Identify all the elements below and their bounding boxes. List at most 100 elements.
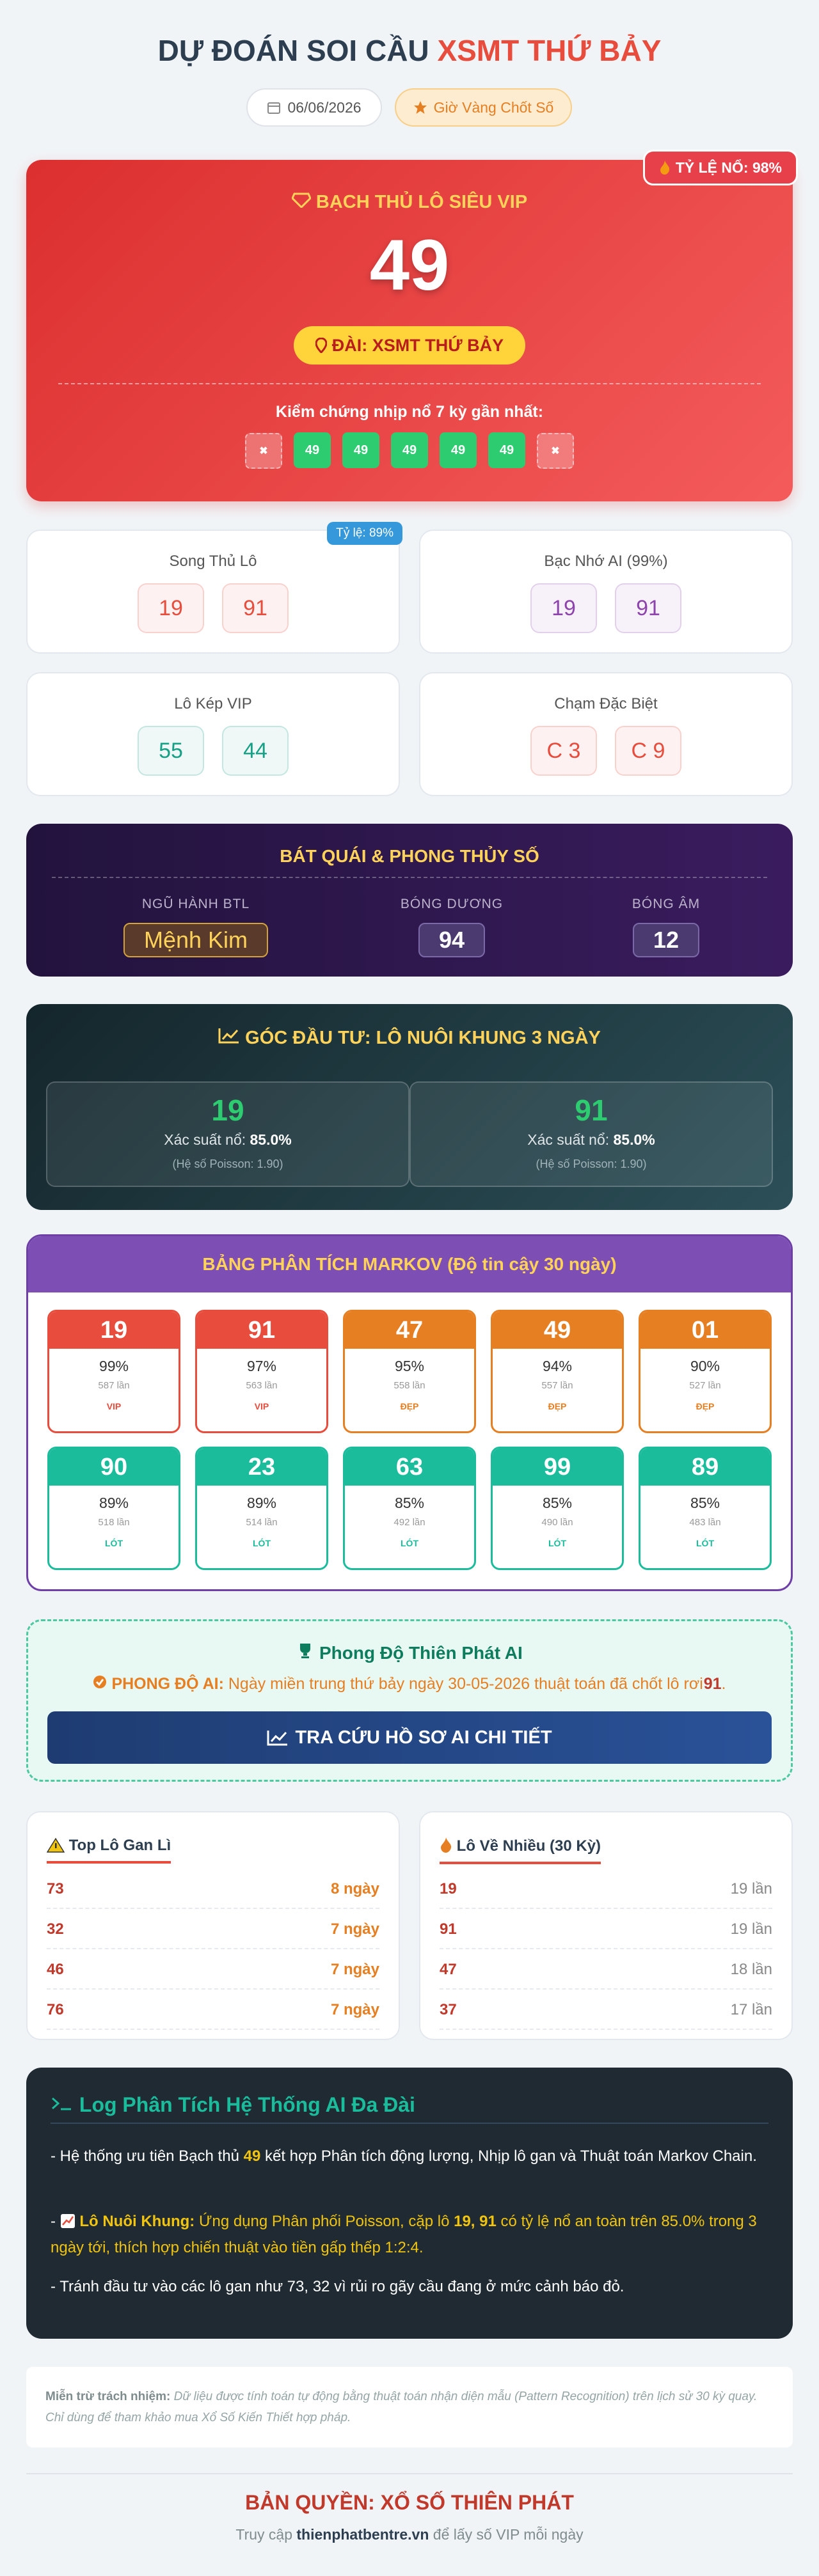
log-label: Lô Nuôi Khung:: [79, 2213, 195, 2230]
fengshui-label: NGŨ HÀNH BTL: [141, 897, 250, 911]
tile-rate: 85%: [690, 1495, 720, 1511]
calendar-icon: [267, 102, 281, 114]
button-text[interactable]: TRA CỨU HỒ SƠ AI CHI TIẾT: [295, 1727, 552, 1748]
list-value: 8 ngày: [330, 1880, 379, 1897]
log-card: Log Phân Tích Hệ Thống AI Đa Đài - Hệ th…: [26, 2068, 793, 2339]
list-title-text: Lô Về Nhiều (30 Kỳ): [456, 1837, 601, 1855]
tile-number: 23: [197, 1449, 326, 1486]
list-row: 47 18 lần: [440, 1951, 772, 1990]
probability-label: Xác suất nổ:: [164, 1131, 246, 1148]
list-number: 32: [47, 1920, 64, 1938]
footer-post: để lấy số VIP mỗi ngày: [433, 2526, 584, 2543]
list-title: Lô Về Nhiều (30 Kỳ): [440, 1837, 601, 1864]
prediction-number: 91: [615, 583, 681, 633]
tile-rate: 94%: [542, 1358, 573, 1374]
station: ĐÀI: XSMT THỨ BẢY: [331, 335, 504, 355]
prediction-title: Lô Kép VIP: [174, 695, 252, 712]
performance-end: .: [721, 1675, 726, 1693]
investment-number: 91: [575, 1094, 608, 1127]
footer-site[interactable]: thienphatbentre.vn: [296, 2526, 429, 2543]
tile-number: 19: [49, 1312, 179, 1349]
probability-label: Xác suất nổ:: [527, 1131, 610, 1148]
history-box: 49: [391, 432, 428, 468]
log-number: 49: [243, 2148, 261, 2165]
check-icon: [93, 1676, 107, 1688]
tile-rate: 89%: [246, 1495, 277, 1511]
tile-number: 90: [49, 1449, 179, 1486]
investment-box: 19 Xác suất nổ: 85.0% (Hệ số Poisson: 1.90…: [46, 1081, 410, 1187]
prediction-badge: Tỷ lệ: 89%: [327, 522, 402, 545]
prediction-number: 55: [138, 726, 204, 776]
prediction-title: Song Thủ Lô: [169, 553, 257, 570]
list-value: 7 ngày: [330, 1920, 379, 1938]
markov-tile: 47 95% 558 lần ĐẸP: [343, 1310, 476, 1433]
probability: Xác suất nổ: 85.0%: [411, 1131, 772, 1149]
vip-label-row: BẠCH THỦ LÔ SIÊU VIP: [26, 192, 793, 213]
prediction-number: 19: [530, 583, 597, 633]
tile-tag: LÓT: [548, 1538, 566, 1548]
log-number: 19, 91: [454, 2213, 497, 2230]
history-row: ✖ 49 49 49 49 49 ✖: [26, 432, 793, 469]
badge: Giờ Vàng Chốt Số: [433, 98, 554, 116]
fengshui-card: BÁT QUÁI & PHONG THỦY SỐ NGŨ HÀNH BTL Mện…: [26, 824, 793, 977]
warning-icon: [46, 1837, 65, 1853]
diamond-icon: [291, 192, 312, 209]
tile-number: 49: [493, 1312, 622, 1349]
list-number: 37: [440, 2001, 457, 2018]
list-number: 46: [47, 1961, 64, 1978]
tile-rate: 97%: [246, 1358, 277, 1374]
number-row: 55 44: [28, 726, 399, 776]
chart-icon: [218, 1028, 239, 1044]
tile-count: 587 lần: [98, 1380, 130, 1391]
log-title: Log Phân Tích Hệ Thống AI Đa Đài: [79, 2093, 415, 2116]
tile-number: 89: [640, 1449, 770, 1486]
fengshui-value: Mệnh Kim: [123, 923, 269, 957]
fire-icon: [660, 161, 669, 175]
history-box: 49: [440, 432, 477, 468]
history-box: 49: [294, 432, 331, 468]
tile-count: 557 lần: [541, 1380, 573, 1391]
tile-number: 01: [640, 1312, 770, 1349]
number-row: 19 91: [420, 583, 791, 633]
prediction-title: Bạc Nhớ AI (99%): [544, 553, 668, 570]
prediction-card: Chạm Đặc Biệt C 3 C 9: [419, 672, 793, 796]
prediction-card: Lô Kép VIP 55 44: [26, 672, 400, 796]
performance-card: Phong Độ Thiên Phát AI PHONG ĐỘ AI: Ngày…: [26, 1619, 793, 1782]
tile-rate: 89%: [99, 1495, 129, 1511]
list-row: 19 19 lần: [440, 1871, 772, 1909]
station-pill: ĐÀI: XSMT THỨ BẢY: [294, 326, 525, 365]
tile-number: 91: [197, 1312, 326, 1349]
probability-value: 85.0%: [613, 1131, 655, 1148]
detail-button[interactable]: TRA CỨU HỒ SƠ AI CHI TIẾT: [47, 1711, 772, 1764]
disclaimer: Miễn trừ trách nhiệm: Dữ liệu được tính …: [26, 2367, 793, 2447]
fengshui-value: 94: [418, 923, 486, 957]
tile-tag: ĐẸP: [696, 1401, 715, 1411]
list-card: Lô Về Nhiều (30 Kỳ) 19 19 lần 91 19 lần 47 18 …: [419, 1811, 793, 2040]
log-text: kết hợp Phân tích động lượng, Nhịp lô ga…: [264, 2148, 757, 2165]
title-highlight: XSMT THỨ BẢY: [437, 34, 662, 67]
fengshui-title: BÁT QUÁI & PHONG THỦY SỐ: [280, 846, 539, 866]
performance-line: PHONG ĐỘ AI: Ngày miền trung thứ bảy ngà…: [28, 1675, 791, 1693]
tile-number: 99: [493, 1449, 622, 1486]
tile-tag: LÓT: [401, 1538, 418, 1548]
markov-card: BẢNG PHÂN TÍCH MARKOV (Độ tin cậy 30 ngà…: [26, 1234, 793, 1591]
copyright: BẢN QUYỀN: XỔ SỐ THIÊN PHÁT: [245, 2491, 574, 2514]
list-number: 47: [440, 1961, 457, 1978]
prediction-number: 91: [222, 583, 289, 633]
tile-tag: LÓT: [105, 1538, 123, 1548]
tile-rate: 85%: [394, 1495, 425, 1511]
list-row: 91 19 lần: [440, 1911, 772, 1949]
performance-number: 91: [703, 1675, 722, 1693]
prediction-number: 44: [222, 726, 289, 776]
markov-tile: 19 99% 587 lần VIP: [47, 1310, 180, 1433]
list-card: Top Lô Gan Lì 73 8 ngày 32 7 ngày 46 7 ngày 76 7…: [26, 1811, 400, 2040]
fengshui-label: BÓNG DƯƠNG: [400, 897, 504, 911]
log-text: có tỷ lệ nổ an toàn trên 85.0% trong 3 n…: [51, 2213, 757, 2256]
investment-box: 91 Xác suất nổ: 85.0% (Hệ số Poisson: 1.90…: [410, 1081, 773, 1187]
markov-tile: 01 90% 527 lần ĐẸP: [639, 1310, 772, 1433]
performance-label: PHONG ĐỘ AI:: [111, 1675, 224, 1693]
tile-count: 527 lần: [689, 1380, 721, 1391]
tile-rate: 99%: [99, 1358, 129, 1374]
log-line-3: - Tránh đầu tư vào các lô gan như 73, 32…: [51, 2278, 624, 2295]
